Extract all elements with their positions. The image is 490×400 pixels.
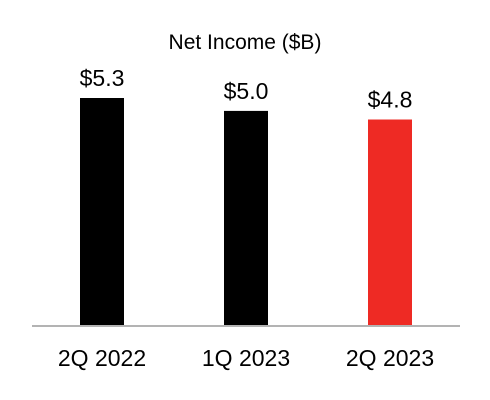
- chart-title: Net Income ($B): [169, 31, 322, 54]
- bar-1q-2023: [224, 110, 268, 326]
- category-label: 1Q 2023: [202, 345, 290, 371]
- value-label: $4.8: [368, 87, 413, 113]
- category-label: 2Q 2023: [346, 345, 434, 371]
- bar-2q-2023: [368, 119, 412, 327]
- bars-group: [80, 98, 412, 327]
- value-label: $5.3: [80, 65, 125, 91]
- value-labels-group: $5.3 $5.0 $4.8: [80, 65, 413, 113]
- category-label: 2Q 2022: [58, 345, 146, 371]
- value-label: $5.0: [224, 78, 269, 104]
- category-labels-group: 2Q 2022 1Q 2023 2Q 2023: [58, 345, 434, 371]
- bar-2q-2022: [80, 98, 124, 326]
